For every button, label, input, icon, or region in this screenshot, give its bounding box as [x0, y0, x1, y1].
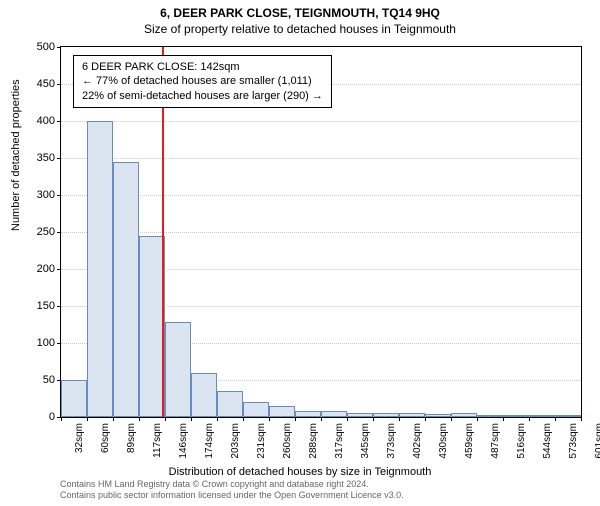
y-tick-label: 350 — [37, 152, 55, 164]
histogram-bar — [347, 413, 373, 417]
annotation-line: 6 DEER PARK CLOSE: 142sqm — [82, 60, 323, 74]
y-tick-label: 200 — [37, 263, 55, 275]
y-tick-mark — [57, 47, 61, 48]
x-tick-mark — [243, 417, 244, 421]
x-tick-label: 402sqm — [412, 423, 423, 459]
x-tick-mark — [295, 417, 296, 421]
gridline — [61, 195, 581, 196]
histogram-bar — [61, 380, 87, 417]
histogram-bar — [87, 121, 113, 417]
footer-line-1: Contains HM Land Registry data © Crown c… — [60, 479, 404, 491]
y-tick-mark — [57, 195, 61, 196]
x-tick-label: 544sqm — [542, 423, 553, 459]
x-tick-label: 373sqm — [386, 423, 397, 459]
histogram-bar — [477, 415, 503, 417]
x-tick-label: 430sqm — [438, 423, 449, 459]
y-tick-label: 450 — [37, 78, 55, 90]
x-tick-mark — [113, 417, 114, 421]
y-tick-label: 250 — [37, 226, 55, 238]
x-tick-label: 573sqm — [568, 423, 579, 459]
y-tick-mark — [57, 84, 61, 85]
footer: Contains HM Land Registry data © Crown c… — [60, 479, 404, 502]
title-sub: Size of property relative to detached ho… — [0, 22, 600, 36]
x-tick-label: 487sqm — [490, 423, 501, 459]
x-tick-mark — [139, 417, 140, 421]
x-tick-mark — [529, 417, 530, 421]
x-tick-label: 231sqm — [256, 423, 267, 459]
histogram-bar — [425, 414, 451, 417]
x-tick-label: 174sqm — [204, 423, 215, 459]
y-tick-mark — [57, 121, 61, 122]
footer-line-2: Contains public sector information licen… — [60, 490, 404, 502]
y-tick-label: 100 — [37, 337, 55, 349]
histogram-bar — [165, 322, 191, 417]
chart-container: 6, DEER PARK CLOSE, TEIGNMOUTH, TQ14 9HQ… — [0, 6, 600, 506]
y-axis-label: Number of detached properties — [10, 79, 22, 231]
x-tick-mark — [399, 417, 400, 421]
y-tick-label: 150 — [37, 300, 55, 312]
x-tick-mark — [321, 417, 322, 421]
annotation-line: ← 77% of detached houses are smaller (1,… — [82, 74, 323, 88]
x-tick-label: 117sqm — [152, 423, 163, 458]
x-tick-label: 516sqm — [516, 423, 527, 459]
x-tick-mark — [217, 417, 218, 421]
x-tick-mark — [451, 417, 452, 421]
x-tick-label: 288sqm — [308, 423, 319, 459]
x-tick-label: 317sqm — [334, 423, 345, 459]
histogram-bar — [555, 415, 581, 417]
x-tick-mark — [581, 417, 582, 421]
x-tick-mark — [347, 417, 348, 421]
x-tick-label: 345sqm — [360, 423, 371, 459]
histogram-bar — [295, 411, 321, 417]
plot-area: 05010015020025030035040045050032sqm60sqm… — [60, 46, 582, 418]
x-axis-label: Distribution of detached houses by size … — [0, 466, 600, 478]
x-tick-label: 146sqm — [178, 423, 189, 459]
histogram-bar — [399, 413, 425, 417]
gridline — [61, 121, 581, 122]
gridline — [61, 158, 581, 159]
histogram-bar — [243, 402, 269, 417]
x-tick-mark — [477, 417, 478, 421]
y-tick-mark — [57, 232, 61, 233]
y-tick-mark — [57, 269, 61, 270]
y-tick-label: 0 — [49, 411, 55, 423]
x-tick-label: 459sqm — [464, 423, 475, 459]
x-tick-label: 89sqm — [126, 423, 137, 453]
x-tick-mark — [87, 417, 88, 421]
histogram-bar — [113, 162, 139, 417]
x-tick-label: 32sqm — [74, 423, 85, 453]
histogram-bar — [269, 406, 295, 417]
histogram-bar — [321, 411, 347, 417]
y-tick-label: 300 — [37, 189, 55, 201]
histogram-bar — [373, 413, 399, 417]
y-tick-label: 400 — [37, 115, 55, 127]
x-tick-mark — [555, 417, 556, 421]
x-tick-label: 60sqm — [100, 423, 111, 453]
x-tick-mark — [61, 417, 62, 421]
annotation-line: 22% of semi-detached houses are larger (… — [82, 89, 323, 103]
x-tick-mark — [191, 417, 192, 421]
y-tick-label: 50 — [43, 374, 55, 386]
y-tick-label: 500 — [37, 41, 55, 53]
x-tick-mark — [165, 417, 166, 421]
title-main: 6, DEER PARK CLOSE, TEIGNMOUTH, TQ14 9HQ — [0, 6, 600, 20]
histogram-bar — [191, 373, 217, 417]
annotation-box: 6 DEER PARK CLOSE: 142sqm← 77% of detach… — [73, 55, 332, 108]
x-tick-mark — [373, 417, 374, 421]
gridline — [61, 232, 581, 233]
y-tick-mark — [57, 306, 61, 307]
x-tick-mark — [269, 417, 270, 421]
y-tick-mark — [57, 158, 61, 159]
histogram-bar — [503, 415, 529, 417]
histogram-bar — [529, 415, 555, 417]
x-tick-mark — [425, 417, 426, 421]
histogram-bar — [217, 391, 243, 417]
y-tick-mark — [57, 343, 61, 344]
x-tick-label: 203sqm — [230, 423, 241, 459]
histogram-bar — [451, 413, 477, 417]
x-tick-mark — [503, 417, 504, 421]
x-tick-label: 260sqm — [282, 423, 293, 459]
x-tick-label: 601sqm — [594, 423, 600, 459]
